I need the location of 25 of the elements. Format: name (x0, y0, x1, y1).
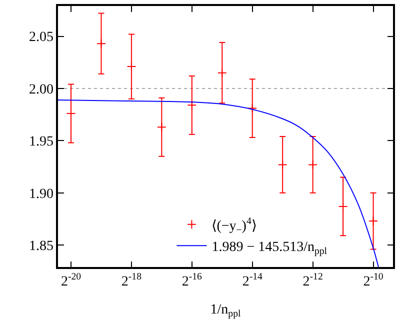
x-tick-label: 2$^{-18}$ (121, 272, 142, 290)
y-tick-label: 1.85 (28, 238, 54, 254)
y-tick-label: 2.05 (28, 30, 54, 46)
x-tick-label: 2$^{-20}$ (60, 272, 82, 290)
point (126, 62, 136, 72)
point (66, 108, 76, 118)
point (187, 100, 197, 110)
x-axis-title: 1/n$_{ppl}$ (210, 302, 241, 320)
y-tick-label: 1.95 (28, 134, 54, 150)
point (308, 160, 318, 170)
x-tick-label: 2$^{-12}$ (302, 272, 323, 290)
legend-label: 1.989 − 145.513/n$_{ppl}$ (212, 240, 328, 257)
point (338, 202, 348, 212)
legend-label: ⟨(−y$_{−}$)$^{4}$⟩ (212, 216, 256, 236)
point (156, 122, 166, 132)
point (278, 160, 288, 170)
point (368, 216, 378, 226)
y-tick-label: 1.90 (28, 186, 54, 202)
x-tick-label: 2$^{-10}$ (363, 272, 384, 290)
y-tick-label: 2.00 (28, 82, 54, 98)
x-tick-label: 2$^{-14}$ (242, 272, 262, 290)
point (96, 38, 106, 48)
point (217, 68, 227, 78)
point (248, 104, 258, 114)
x-tick-label: 2$^{-16}$ (182, 272, 202, 290)
